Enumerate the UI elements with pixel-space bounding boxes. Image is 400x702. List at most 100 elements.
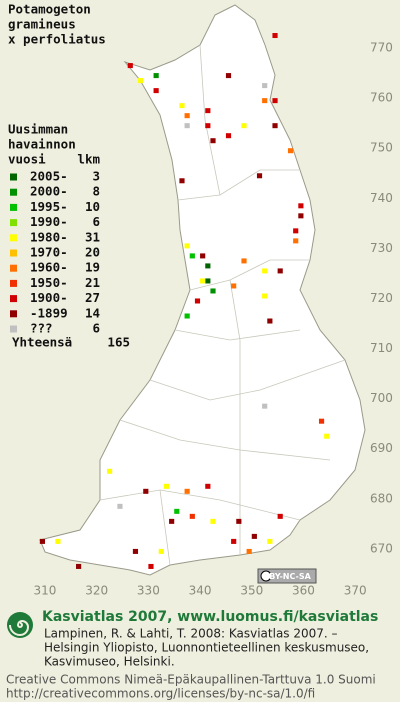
legend-count: 10 [85,199,100,214]
legend-count: 31 [85,229,100,244]
x-tick-label: 360 [292,584,315,598]
observation-cell [107,468,113,474]
observation-cell [236,518,242,524]
observation-cell [272,123,278,129]
y-tick-label: 760 [370,91,393,105]
legend-label: 1995- [30,199,68,214]
observation-cell [117,503,123,509]
observation-cell [241,123,247,129]
observation-cell [163,483,170,489]
observation-cell [287,148,294,154]
y-tick-label: 730 [370,241,393,255]
observation-cell [174,508,180,514]
legend-count: 27 [85,290,100,305]
legend-swatch [10,234,17,242]
observation-cell [272,98,278,104]
x-tick-label: 310 [34,584,57,598]
observation-cell [179,178,185,184]
license-text: Creative Commons Nimeä-Epäkaupallinen-Ta… [6,673,376,687]
species-title: x perfoliatus [8,32,106,47]
observation-cell [241,258,247,264]
license-badge: BY-NC-SA [257,568,317,584]
observation-cell [205,263,211,269]
observation-cell [153,88,159,94]
legend-swatch [10,249,17,257]
x-tick-label: 350 [240,584,263,598]
observation-cell [262,98,268,104]
observation-cell [231,538,237,544]
legend-heading: Uusimman [8,122,68,137]
legend-swatch [10,173,17,181]
y-tick-label: 750 [370,141,393,155]
observation-cell [262,293,268,299]
legend-label: 1950- [30,275,68,290]
observation-cell [293,238,299,244]
citation: Helsingin Yliopisto, Luonnontieteellinen… [44,641,369,655]
observation-cell [205,123,211,129]
legend-count: 3 [92,169,100,184]
y-tick-label: 770 [370,41,393,55]
legend-swatch [10,295,17,303]
legend-count: 6 [92,214,100,229]
y-tick-label: 680 [370,491,393,505]
observation-cell [262,268,268,274]
observation-cell [179,103,185,109]
logo [7,612,33,638]
legend-count-heading: lkm [77,152,100,167]
legend-label: 1990- [30,214,68,229]
y-tick-label: 720 [370,291,393,305]
observation-cell [148,563,154,569]
y-tick-label: 740 [370,191,393,205]
observation-cell [184,488,190,494]
license-badge-text: BY-NC-SA [269,572,311,581]
legend-label: 2000- [30,184,68,199]
legend-label: -1899 [30,305,68,320]
observation-cell [127,63,133,69]
observation-cell [132,548,139,554]
observation-cell [158,548,164,554]
observation-cell [39,538,45,544]
legend-total-label: Yhteensä [12,335,72,350]
license-text: http://creativecommons.org/licenses/by-n… [6,687,315,701]
legend-label: 2005- [30,169,68,184]
legend-count: 6 [92,321,100,336]
observation-cell [293,228,299,234]
observation-cell [262,403,268,409]
legend-swatch [10,310,17,318]
y-tick-label: 710 [370,341,393,355]
legend-heading: vuosi [8,152,46,167]
observation-cell [262,83,268,89]
observation-cell [246,548,252,554]
region-borders [99,44,346,566]
observation-cell [184,123,190,129]
legend-swatch [10,219,17,227]
observation-cell [210,138,216,144]
observation-cell [55,538,61,544]
observation-cell [205,483,211,489]
species-title: gramineus [8,17,76,32]
legend-total: 165 [107,335,130,350]
observation-cell [153,73,159,79]
legend-swatch [10,264,17,272]
observation-cell [205,108,211,114]
observation-cell [225,133,232,139]
species-title: Potamogeton [8,2,91,17]
observation-cell [184,243,190,249]
citation: Kasvimuseo, Helsinki. [44,655,175,669]
observation-cell [298,203,304,209]
observation-cell [231,283,237,289]
observation-cell [189,513,195,519]
observation-cell [143,488,149,494]
x-tick-label: 330 [137,584,160,598]
legend-swatch [10,203,17,211]
observation-cell [169,518,175,524]
observation-cell [267,318,273,324]
observation-cell [210,518,216,524]
observation-cell [277,268,283,274]
observation-cell [184,313,190,319]
x-tick-label: 320 [85,584,108,598]
y-tick-label: 670 [370,541,393,555]
observation-cell [251,533,257,539]
observation-cell [184,113,190,119]
observation-cell [210,288,216,294]
